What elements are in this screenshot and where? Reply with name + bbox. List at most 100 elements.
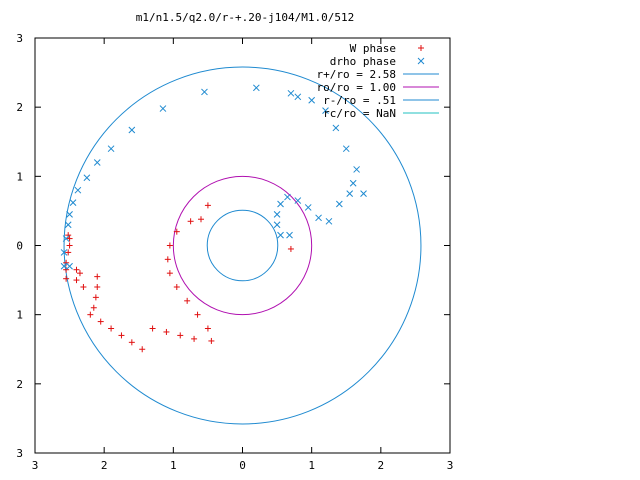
legend-label: ro/ro = 1.00	[317, 81, 396, 94]
w-phase-point	[177, 332, 184, 339]
legend-label: rc/ro = NaN	[323, 107, 396, 120]
w-phase-point	[94, 284, 101, 290]
w-phase-point	[94, 273, 101, 280]
drho-phase-point	[277, 200, 284, 208]
drho-phase-point	[360, 190, 367, 197]
x-tick-label: 3	[32, 459, 39, 472]
drho-phase-point	[107, 145, 115, 153]
w-phase-point	[118, 332, 125, 339]
drho-phase-point	[335, 200, 343, 208]
reference-circle	[172, 175, 313, 316]
y-tick-label: 1	[16, 170, 23, 183]
w-phase-point	[173, 284, 180, 290]
w-phase-point	[166, 270, 173, 277]
y-tick-label: 2	[16, 101, 23, 114]
drho-phase-point	[128, 126, 136, 134]
w-phase-point	[90, 304, 97, 311]
y-tick-label: 0	[16, 240, 23, 253]
x-tick-label: 1	[308, 459, 315, 472]
reference-circle	[206, 209, 279, 282]
drho-phase-point	[66, 262, 73, 270]
legend-label: r-/ro = .51	[323, 94, 396, 107]
legend-label: r+/ro = 2.58	[317, 68, 396, 81]
w-phase-point	[191, 335, 198, 342]
w-phase-point	[97, 318, 104, 325]
w-phase-point	[108, 325, 115, 332]
reference-circle	[63, 66, 422, 425]
w-phase-point	[194, 311, 201, 318]
drho-phase-point	[308, 96, 316, 104]
w-phase-point	[73, 266, 80, 273]
legend-label: drho phase	[330, 55, 396, 68]
w-phase-point	[204, 325, 211, 332]
drho-phase-point	[325, 217, 333, 225]
w-phase-point	[73, 277, 80, 284]
w-phase-point	[76, 270, 83, 277]
w-phase-point	[128, 339, 135, 346]
drho-phase-point	[304, 204, 312, 211]
w-phase-point	[166, 242, 173, 249]
chart-title: m1/n1.5/q2.0/r-+.20-j104/M1.0/512	[136, 11, 355, 24]
drho-phase-point	[60, 249, 68, 256]
drho-phase-point	[83, 174, 91, 182]
drho-phase-point	[286, 231, 293, 239]
y-tick-label: 2	[16, 378, 23, 391]
drho-phase-point	[332, 124, 340, 132]
drho-phase-point	[66, 211, 73, 218]
drho-phase-point	[93, 159, 101, 166]
w-phase-point	[63, 275, 70, 282]
drho-phase-point	[284, 193, 291, 201]
x-tick-label: 2	[378, 459, 385, 472]
reference-circles	[63, 66, 422, 425]
w-phase-point	[198, 216, 204, 223]
legend-label: W phase	[350, 42, 396, 55]
drho-phase-point	[74, 186, 82, 194]
x-tick-label: 3	[447, 459, 454, 472]
w-phase-point	[65, 249, 72, 256]
w-phase-point	[149, 325, 156, 332]
drho-phase-point	[159, 105, 167, 112]
drho-phase-point	[353, 166, 360, 173]
w-phase-point	[287, 245, 294, 252]
w-phase-point	[139, 346, 146, 353]
drho-phase-point	[252, 84, 260, 92]
w-phase-point	[173, 228, 180, 235]
w-phase-point	[66, 235, 73, 242]
w-phase-point	[418, 45, 424, 51]
w-phase-point	[184, 297, 191, 304]
drho-phase-point	[62, 235, 70, 242]
drho-phase-point	[342, 145, 350, 153]
w-phase-point	[208, 337, 215, 344]
drho-phase-point	[64, 221, 72, 229]
w-phase-point	[80, 284, 87, 290]
drho-phase-point	[294, 93, 302, 101]
y-tick-label: 3	[16, 32, 23, 45]
drho-phase-point	[417, 57, 425, 65]
w-phase-point	[164, 256, 171, 263]
drho-phase-point	[322, 107, 329, 114]
drho-phase-point	[69, 199, 77, 206]
drho-phase-point	[277, 231, 284, 239]
drho-phase-point	[294, 197, 302, 204]
drho-phase-point	[287, 89, 295, 97]
w-phase-point	[204, 202, 211, 209]
drho-phase-point	[346, 190, 354, 197]
x-tick-label: 1	[170, 459, 177, 472]
drho-phase-point	[273, 221, 281, 229]
w-phase-point	[65, 232, 72, 239]
drho-phase-point	[201, 88, 208, 96]
y-tick-label: 1	[16, 309, 23, 322]
w-phase-point	[87, 311, 94, 318]
x-tick-label: 2	[101, 459, 108, 472]
data-series	[60, 84, 367, 353]
x-tick-label: 0	[239, 459, 246, 472]
w-phase-point	[92, 294, 99, 301]
drho-phase-point	[349, 179, 357, 187]
w-phase-point	[66, 242, 73, 249]
drho-phase-point	[315, 214, 322, 222]
y-tick-label: 3	[16, 447, 23, 460]
w-phase-point	[163, 328, 170, 335]
